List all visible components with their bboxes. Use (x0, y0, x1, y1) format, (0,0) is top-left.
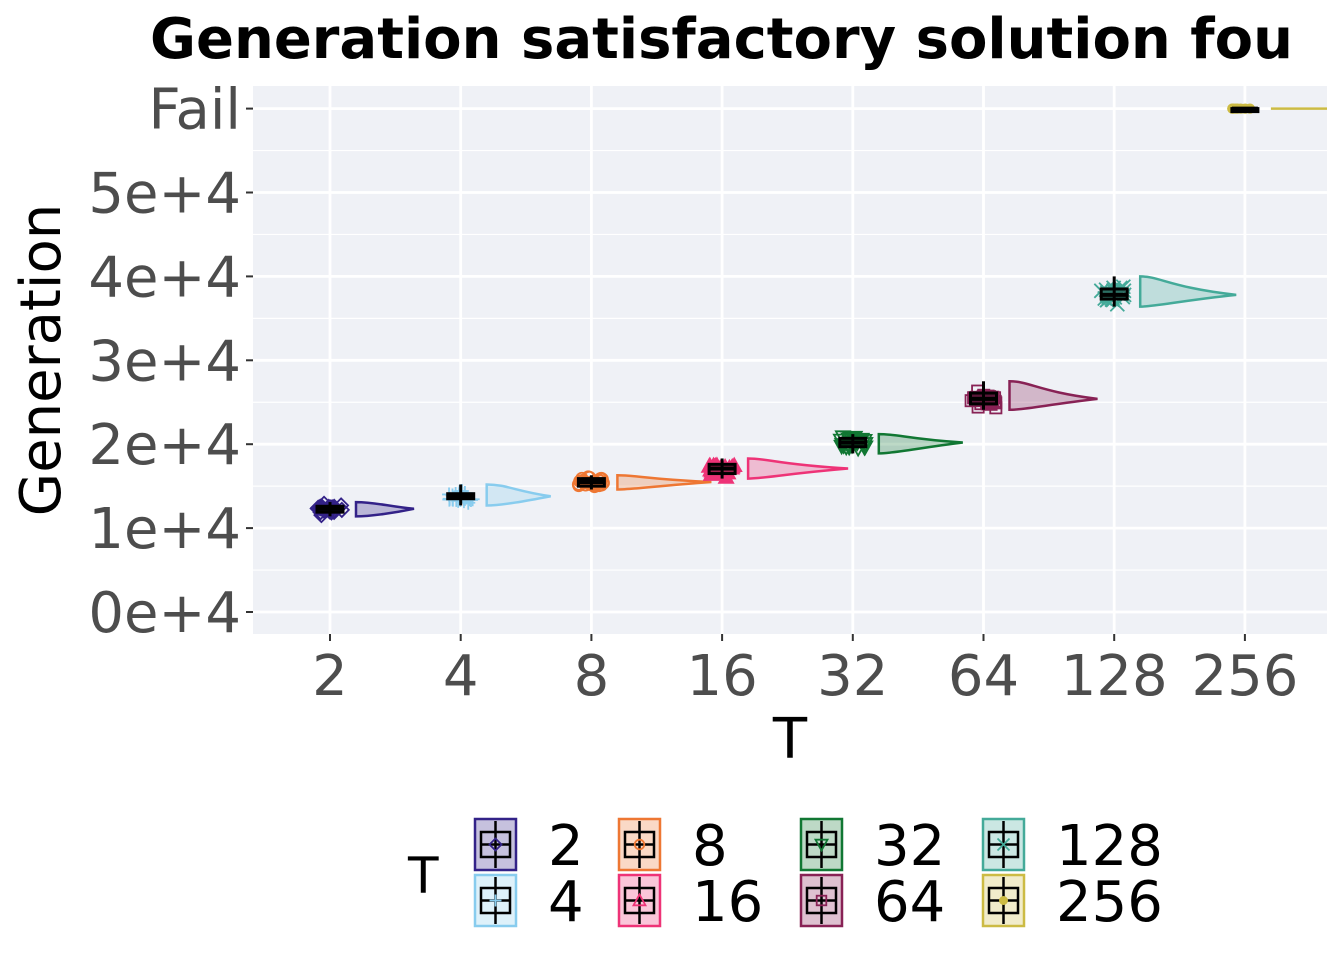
legend-marker (631, 892, 648, 907)
chart-title: Generation satisfactory solution fou (150, 7, 1293, 72)
legend-item-2: 2 (473, 814, 584, 879)
legend-item-16: 16 (617, 870, 763, 935)
legend-marker (489, 894, 502, 907)
y-axis-title: Generation (9, 204, 74, 516)
violin-shape (485, 483, 551, 507)
legend-item-32: 32 (799, 814, 945, 879)
y-tick-label: 1e+4 (88, 497, 241, 562)
x-tick-label: 8 (574, 644, 610, 709)
boxplot-32 (838, 434, 868, 454)
violin-shape (746, 457, 849, 480)
legend-marker (996, 837, 1011, 852)
x-tick-label: 64 (948, 644, 1019, 709)
x-tick-label: 256 (1191, 644, 1298, 709)
boxplot-4 (446, 484, 476, 506)
legend-item-8: 8 (617, 814, 728, 879)
y-tick-label: 5e+4 (88, 162, 241, 227)
legend-item-4: 4 (473, 870, 584, 935)
legend-marker (633, 838, 646, 851)
violin-128 (1138, 275, 1237, 308)
legend-item-256: 256 (981, 870, 1163, 935)
legend-marker (813, 838, 830, 853)
x-tick-label: 128 (1061, 644, 1168, 709)
violin-4 (485, 483, 551, 507)
violin-64 (1008, 380, 1098, 412)
boxplot-64 (969, 381, 998, 410)
legend-item-128: 128 (981, 814, 1163, 879)
violin-shape (1008, 380, 1098, 412)
violin-shape (354, 500, 415, 518)
x-tick-label: 2 (312, 644, 348, 709)
x-axis: 2 4 8 16 32 64 128 256 (312, 634, 1298, 709)
legend-label: 4 (548, 870, 584, 935)
legend-marker (815, 894, 828, 907)
boxplot-16 (707, 458, 737, 479)
violin-2 (354, 500, 415, 518)
legend-label: 32 (874, 814, 945, 879)
violin-16 (746, 457, 849, 480)
legend-label: 128 (1056, 814, 1163, 879)
y-axis: 0e+4 1e+4 2e+4 3e+4 4e+4 5e+4 Fail (88, 78, 253, 646)
boxplot-8 (576, 475, 606, 490)
legend-label: 64 (874, 870, 945, 935)
violin-shape (1138, 275, 1237, 308)
boxplot-2 (315, 502, 345, 517)
legend-item-64: 64 (799, 870, 945, 935)
boxplot-256 (1230, 106, 1260, 114)
legend-label: 2 (548, 814, 584, 879)
y-tick-label: 0e+4 (88, 581, 241, 646)
violin-shape (616, 473, 712, 491)
violin-shape (877, 432, 963, 455)
legend-label: 8 (692, 814, 728, 879)
x-tick-label: 4 (443, 644, 479, 709)
x-tick-label: 32 (817, 644, 888, 709)
x-tick-label: 16 (686, 644, 757, 709)
violin-layer (354, 107, 1327, 518)
y-tick-label: Fail (148, 78, 241, 143)
boxplot-128 (1099, 276, 1129, 307)
legend-marker (488, 837, 503, 852)
x-axis-title: T (772, 707, 808, 772)
violin-8 (616, 473, 712, 491)
legend-label: 256 (1056, 870, 1163, 935)
y-tick-label: 2e+4 (88, 413, 241, 478)
legend-label: 16 (692, 870, 763, 935)
legend-title: T (407, 847, 439, 905)
y-tick-label: 3e+4 (88, 329, 241, 394)
y-tick-label: 4e+4 (88, 245, 241, 310)
legend-marker (999, 896, 1009, 906)
violin-32 (877, 432, 963, 455)
boxplot-layer (315, 106, 1260, 517)
